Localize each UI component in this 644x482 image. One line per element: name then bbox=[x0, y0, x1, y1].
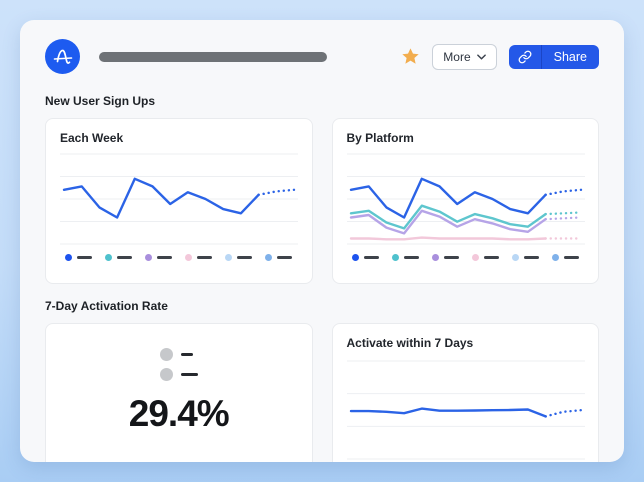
legend-item bbox=[105, 254, 133, 261]
more-button[interactable]: More bbox=[432, 43, 497, 70]
favorite-star-icon[interactable] bbox=[401, 47, 420, 66]
legend-label-placeholder bbox=[180, 373, 198, 376]
legend-item bbox=[145, 254, 173, 261]
section-title-signups: New User Sign Ups bbox=[45, 94, 156, 108]
legend-dot bbox=[551, 254, 559, 261]
top-bar-actions: More Share bbox=[401, 43, 599, 70]
link-icon bbox=[518, 50, 532, 63]
chevron-down-icon bbox=[476, 53, 486, 60]
legend-item bbox=[511, 254, 539, 261]
legend-dot bbox=[351, 254, 359, 261]
legend-item bbox=[431, 254, 459, 261]
card-title-each-week: Each Week bbox=[60, 131, 124, 145]
legend-item bbox=[471, 254, 499, 261]
each-week-line-chart bbox=[60, 153, 298, 245]
legend-dot bbox=[225, 254, 233, 261]
activate-7d-line-chart bbox=[346, 360, 585, 460]
stat-legend-placeholder bbox=[159, 348, 198, 381]
card-title-by-platform: By Platform bbox=[346, 131, 414, 145]
legend-label-placeholder bbox=[157, 256, 173, 259]
amplitude-wave-icon bbox=[53, 49, 72, 64]
legend-label-placeholder bbox=[197, 256, 213, 259]
legend-label-placeholder bbox=[237, 256, 253, 259]
legend-dot bbox=[185, 254, 193, 261]
more-button-label: More bbox=[443, 49, 471, 64]
section-title-activation: 7-Day Activation Rate bbox=[45, 299, 168, 313]
copy-link-segment[interactable] bbox=[509, 44, 542, 69]
legend-item bbox=[391, 254, 419, 261]
legend-label-placeholder bbox=[443, 256, 459, 259]
dashboard-panel: More Share New User Sign Ups Each Week bbox=[20, 20, 624, 462]
legend-label-placeholder bbox=[403, 256, 419, 259]
chart-legend-placeholder bbox=[347, 254, 585, 261]
legend-item bbox=[265, 254, 293, 261]
legend-label-placeholder bbox=[277, 256, 293, 259]
card-each-week: Each Week bbox=[45, 118, 313, 284]
legend-item bbox=[225, 254, 253, 261]
legend-label-placeholder bbox=[180, 353, 193, 356]
legend-dot bbox=[65, 254, 73, 261]
legend-label-placeholder bbox=[77, 256, 93, 259]
legend-label-placeholder bbox=[523, 256, 539, 259]
stat-legend-row bbox=[159, 368, 198, 381]
share-button-label: Share bbox=[553, 49, 587, 64]
legend-item bbox=[185, 254, 213, 261]
card-activate-7d: Activate within 7 Days bbox=[331, 323, 599, 462]
legend-dot bbox=[105, 254, 113, 261]
activation-rate-value: 29.4% bbox=[128, 393, 230, 434]
top-bar: More Share bbox=[20, 20, 624, 86]
legend-label-placeholder bbox=[483, 256, 499, 259]
dashboard-title-placeholder-bar bbox=[99, 51, 327, 62]
legend-dot bbox=[511, 254, 519, 261]
legend-item bbox=[551, 254, 579, 261]
card-title-activate-7d: Activate within 7 Days bbox=[346, 336, 474, 350]
signups-cards-row: Each Week By Platform bbox=[20, 118, 624, 284]
legend-dot bbox=[431, 254, 439, 261]
legend-dot bbox=[145, 254, 153, 261]
card-by-platform: By Platform bbox=[331, 118, 599, 284]
share-button[interactable]: Share bbox=[508, 44, 599, 69]
legend-dot bbox=[265, 254, 273, 261]
legend-item bbox=[65, 254, 93, 261]
legend-dot bbox=[471, 254, 479, 261]
stat-legend-row bbox=[159, 348, 193, 361]
legend-dot bbox=[391, 254, 399, 261]
card-activation-stat: 29.4% bbox=[45, 323, 313, 462]
legend-label-placeholder bbox=[563, 256, 579, 259]
amplitude-logo[interactable] bbox=[45, 39, 80, 74]
legend-item bbox=[351, 254, 379, 261]
legend-label-placeholder bbox=[363, 256, 379, 259]
legend-dot-placeholder bbox=[159, 368, 173, 381]
by-platform-line-chart bbox=[346, 153, 585, 245]
chart-legend-placeholder bbox=[60, 254, 298, 261]
activation-cards-row: 29.4% Activate within 7 Days bbox=[20, 323, 624, 462]
legend-dot-placeholder bbox=[159, 348, 173, 361]
legend-label-placeholder bbox=[117, 256, 133, 259]
